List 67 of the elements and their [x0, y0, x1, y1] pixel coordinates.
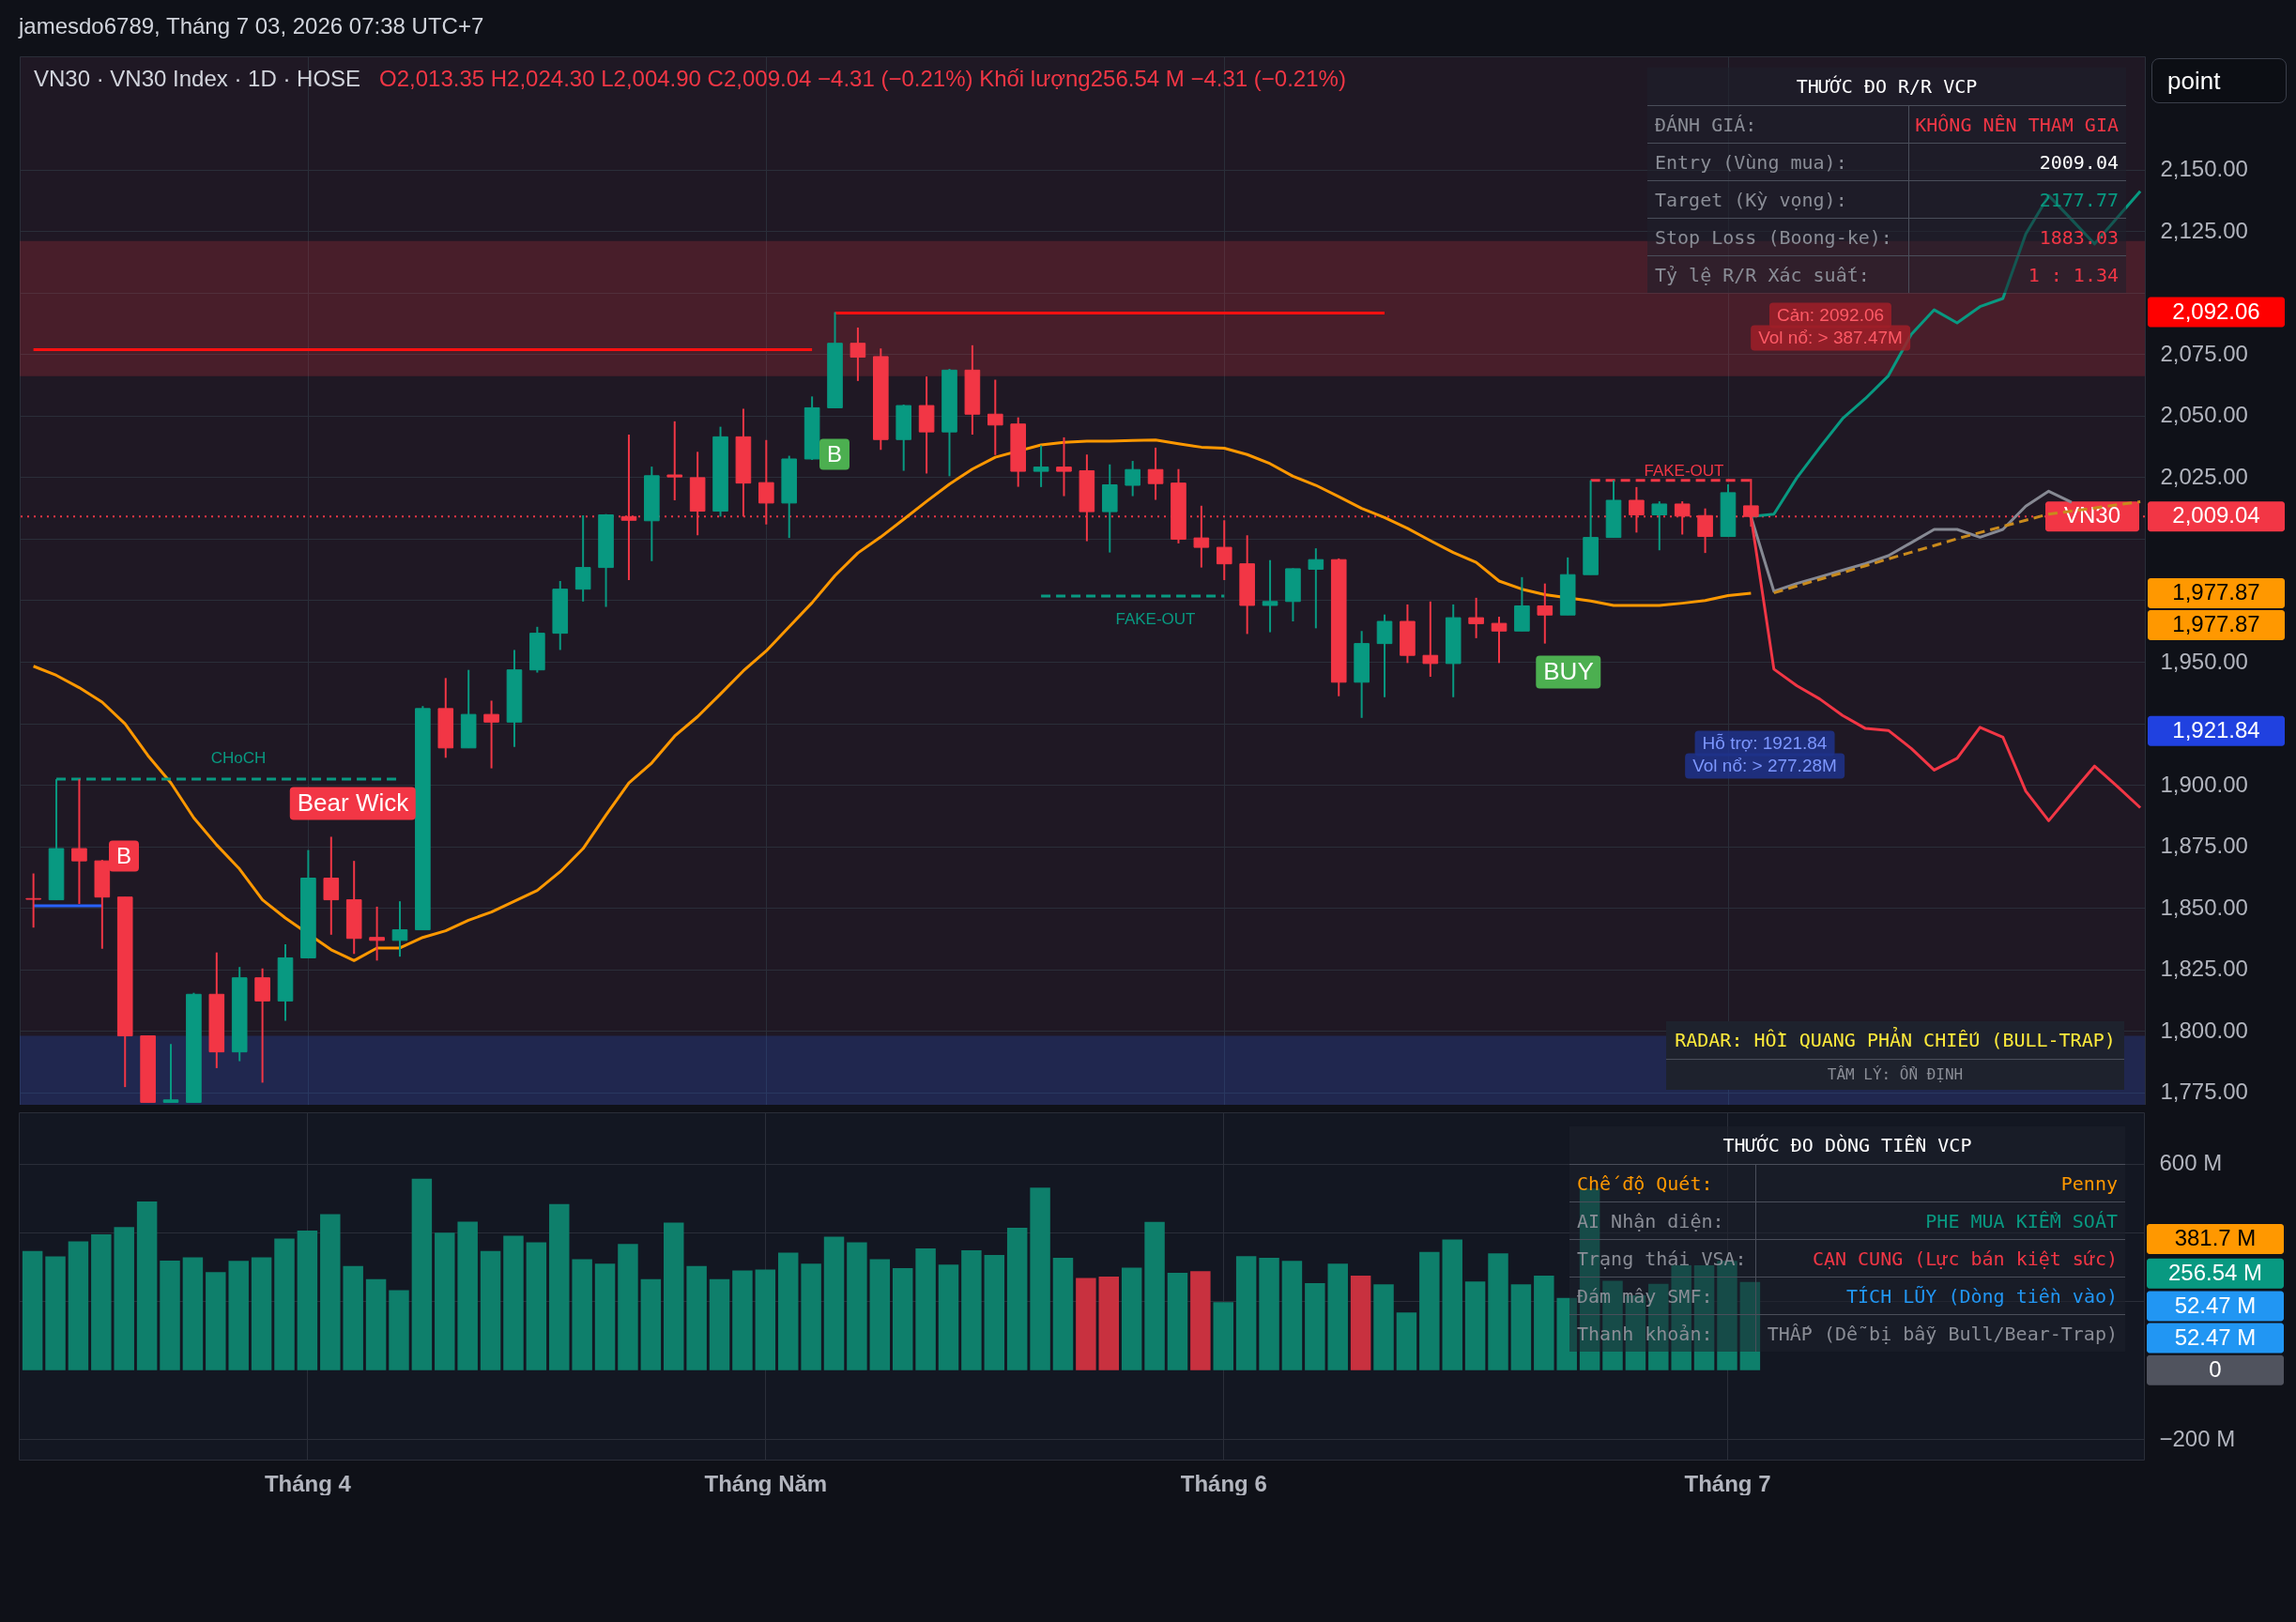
- annotation: THƯỚC ĐO DÒNG TIỀN VCP: [1722, 1133, 1973, 1158]
- text: 2,092.06: [2172, 298, 2260, 324]
- y-tick-label: 2,050.00: [2160, 402, 2248, 428]
- annotation: Trạng thái VSA:: [1569, 1240, 1756, 1277]
- annotation: Thanh khoản:: [1569, 1315, 1756, 1352]
- y-tick-label: 2,125.00: [2160, 217, 2248, 243]
- annotation: B: [819, 438, 850, 470]
- annotation: CẠN CUNG (Lực bán kiệt sức): [1811, 1247, 2119, 1270]
- text: 1,921.84: [2172, 716, 2260, 742]
- annotation: Bear Wick: [289, 787, 417, 820]
- text: 0: [2209, 1355, 2222, 1382]
- y-tick-label: 1,850.00: [2160, 894, 2248, 920]
- annotation: AI Nhận diện:: [1569, 1202, 1756, 1239]
- text: point: [2151, 58, 2287, 103]
- annotation: Hỗ trợ: 1921.84: [1694, 730, 1835, 757]
- annotation: Target (Kỳ vọng):: [1647, 181, 1909, 218]
- chart-subtitle: O2,013.35 H2,024.30 L2,004.90 C2,009.04 −4.31 (−0.21%) Khối lượng256.54 M −4.31 (−0.21%): [379, 66, 1346, 92]
- annotation: 1 : 1.34: [2027, 263, 2120, 286]
- annotation: Penny: [2059, 1171, 2119, 1195]
- y-tick-label: 2,150.00: [2160, 156, 2248, 182]
- annotation: 1883.03: [2038, 225, 2120, 249]
- text: 1,977.87: [2172, 578, 2260, 604]
- annotation: Stop Loss (Boong-ke):: [1647, 219, 1909, 255]
- annotation: B: [108, 840, 140, 872]
- annotation: ĐÁNH GIÁ:: [1647, 106, 1909, 143]
- annotation: PHE MUA KIỂM SOÁT: [1924, 1209, 2119, 1232]
- annotation: KHÔNG NÊN THAM GIA: [1914, 113, 2120, 136]
- y-tick-label: 1,900.00: [2160, 771, 2248, 797]
- annotation: Tỷ lệ R/R Xác suất:: [1647, 256, 1909, 293]
- annotation: FAKE-OUT: [1114, 608, 1197, 630]
- text: jamesdo6789, Tháng 7 03, 2026 07:38 UTC+7: [19, 13, 484, 39]
- x-tick-label: Tháng 7: [1684, 1470, 1771, 1496]
- annotation: FAKE-OUT: [1643, 460, 1725, 482]
- chart-title: VN30 · VN30 Index · 1D · HOSE: [34, 66, 361, 92]
- annotation: Vol nổ: > 387.47M: [1751, 325, 1910, 351]
- annotation: THẤP (Dễ bị bẫy Bull/Bear-Trap): [1766, 1322, 2119, 1345]
- annotation: 2009.04: [2038, 150, 2120, 174]
- annotation: Đám mây SMF:: [1569, 1278, 1756, 1314]
- y-tick-label: 2,025.00: [2160, 463, 2248, 489]
- y-tick-label: 1,825.00: [2160, 956, 2248, 982]
- text: 2,009.04: [2172, 502, 2260, 528]
- annotation: Vol nổ: > 277.28M: [1685, 753, 1844, 779]
- y-tick-label: 1,800.00: [2160, 1017, 2248, 1043]
- annotation: TÂM LÝ: ỔN ĐỊNH: [1666, 1059, 2124, 1090]
- text: 52.47 M: [2174, 1292, 2257, 1318]
- x-tick-label: Tháng 4: [264, 1470, 352, 1496]
- annotation: Chế độ Quét:: [1569, 1165, 1756, 1201]
- y-tick-label: −200 M: [2159, 1425, 2236, 1451]
- annotation: BUY: [1536, 655, 1601, 689]
- y-tick-label: 1,875.00: [2160, 833, 2248, 859]
- annotation: TÍCH LŨY (Dòng tiền vào): [1845, 1284, 2119, 1308]
- annotation: THƯỚC ĐO R/R VCP: [1795, 74, 1979, 99]
- text: 256.54 M: [2167, 1259, 2263, 1285]
- annotation: CHoCH: [209, 747, 268, 769]
- annotation: 2177.77: [2038, 188, 2120, 211]
- annotation: RADAR: HỒI QUANG PHẢN CHIẾU (BULL-TRAP): [1674, 1026, 2117, 1053]
- y-tick-label: 1,775.00: [2160, 1079, 2248, 1105]
- x-tick-label: Tháng Năm: [704, 1470, 828, 1496]
- y-tick-label: 600 M: [2159, 1150, 2223, 1176]
- text: 1,977.87: [2172, 610, 2260, 636]
- annotation: Cản: 2092.06: [1768, 302, 1892, 329]
- y-tick-label: 2,075.00: [2160, 340, 2248, 366]
- x-tick-label: Tháng 6: [1180, 1470, 1267, 1496]
- annotation: Entry (Vùng mua):: [1647, 144, 1909, 180]
- text: 52.47 M: [2174, 1324, 2257, 1350]
- y-tick-label: 1,950.00: [2160, 648, 2248, 674]
- text: 381.7 M: [2174, 1224, 2257, 1250]
